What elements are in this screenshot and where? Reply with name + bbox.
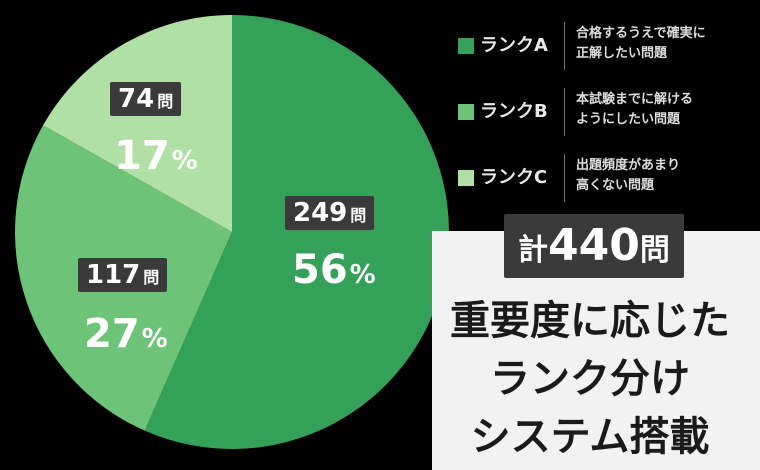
slice-b-percent: 27 [84,311,140,357]
legend-item-rank-c: ランクC 出題頻度があまり 高くない問題 [458,154,758,220]
legend-swatch-rank-b [458,104,474,120]
slice-a-count: 249 [293,198,348,228]
slice-c-percent-sign: % [171,146,198,176]
legend-description-line: 高くない問題 [576,178,655,193]
legend-description-line: ようにしたい問題 [576,112,681,127]
slice-c-count: 74 [118,84,155,114]
legend-swatch-rank-a [458,38,474,54]
pie-slice-rank-a [144,15,449,449]
headline-line: ランク分け [490,356,690,402]
slice-b-percent-label: 27% [84,312,168,361]
slice-c-count-badge: 74 問 [110,82,182,116]
total-prefix: 計 [518,233,548,268]
legend: ランクA 合格するうえで確実に 正解したい問題 ランクB 本試験までに解ける よ… [458,22,758,220]
slice-b-percent-sign: % [141,324,168,354]
legend-description-rank-c: 出題頻度があまり 高くない問題 [576,156,756,196]
legend-item-rank-b: ランクB 本試験までに解ける ようにしたい問題 [458,88,758,154]
slice-a-percent-label: 56% [292,248,376,297]
slice-c-unit: 問 [157,92,174,111]
slice-a-unit: 問 [350,206,367,225]
legend-label-rank-b: ランクB [480,101,548,122]
slice-a-count-badge: 249 問 [285,196,375,230]
legend-description-line: 正解したい問題 [576,46,668,61]
slice-b-count: 117 [86,260,141,290]
legend-divider [564,154,565,202]
total-badge: 計440問 [504,214,684,278]
slice-a-percent: 56 [292,247,348,293]
legend-item-rank-a: ランクA 合格するうえで確実に 正解したい問題 [458,22,758,88]
slice-b-unit: 問 [143,268,160,287]
legend-description-line: 出題頻度があまり [576,158,681,173]
legend-description-line: 合格するうえで確実に [576,26,706,41]
slice-c-percent-label: 17% [114,134,198,183]
headline-line: システム搭載 [470,414,710,460]
legend-label-rank-a: ランクA [480,35,548,56]
slice-a-percent-sign: % [349,260,376,290]
legend-divider [564,22,565,70]
legend-description-rank-b: 本試験までに解ける ようにしたい問題 [576,90,756,130]
slice-b-count-badge: 117 問 [78,258,168,292]
headline: 重要度に応じた ランク分け システム搭載 [440,292,740,466]
headline-line: 重要度に応じた [450,298,730,344]
legend-divider [564,88,565,136]
total-number: 440 [548,220,640,271]
pie-slice-rank-c [43,15,232,232]
legend-label-rank-c: ランクC [480,167,548,188]
legend-swatch-rank-c [458,170,474,186]
slice-c-percent: 17 [114,133,170,179]
legend-description-rank-a: 合格するうえで確実に 正解したい問題 [576,24,756,64]
legend-description-line: 本試験までに解ける [576,92,694,107]
total-suffix: 問 [639,233,670,268]
